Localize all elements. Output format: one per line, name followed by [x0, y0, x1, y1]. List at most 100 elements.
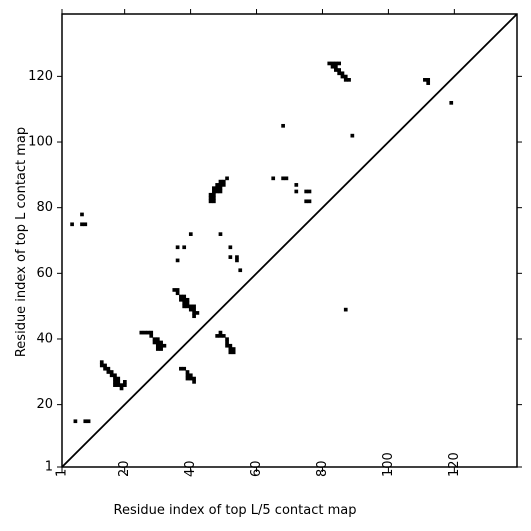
plot-frame [61, 13, 518, 468]
contact-cell-lower [113, 380, 117, 384]
contact-cell-upper [212, 196, 216, 200]
contact-cell-lower [182, 366, 187, 371]
contact-cell-lower [109, 370, 114, 374]
contact-cell-upper [294, 183, 299, 187]
contact-cell-lower [83, 419, 88, 424]
contact-cell-upper [347, 78, 351, 82]
x-tick-label: 120 [447, 452, 462, 477]
contact-cell-upper [307, 189, 312, 194]
x-tick-label: 20 [117, 460, 132, 477]
contact-cell-lower [182, 301, 187, 305]
contact-cell-upper [208, 192, 213, 197]
contact-cell-lower [99, 360, 104, 364]
x-tick-label: 100 [381, 452, 396, 477]
contact-cell-upper [218, 183, 223, 187]
contact-cell-upper [334, 64, 338, 69]
x-axis-ticks: 1 20 40 60 80 100 120 [55, 9, 462, 477]
contact-cell-lower [103, 363, 107, 368]
y-axis-label: Residue index of top L contact map [14, 127, 29, 357]
contact-cell-lower [159, 340, 163, 345]
contact-cell-upper [426, 81, 431, 85]
contact-cell-upper [307, 199, 312, 204]
contact-cell-lower [218, 330, 223, 335]
contact-cell-upper [218, 189, 223, 194]
contact-cell-upper [343, 74, 348, 79]
contact-cell-lower [155, 347, 160, 351]
x-tick-label: 1 [55, 469, 70, 477]
contact-cell-upper [182, 245, 187, 250]
contact-cell-lower [113, 383, 117, 387]
contact-cell-upper [284, 176, 289, 181]
contact-cell-upper [215, 183, 220, 187]
contact-cell-lower [231, 350, 236, 355]
contact-cells [70, 61, 454, 424]
contact-cell-lower [122, 380, 127, 384]
contact-cell-lower [179, 366, 183, 371]
contact-cell-lower [179, 297, 183, 302]
contact-cell-lower [106, 370, 111, 374]
contact-cell-upper [188, 232, 193, 236]
contact-cell-upper [426, 78, 431, 82]
contact-cell-lower [192, 380, 196, 384]
y-tick-label: 20 [36, 397, 53, 412]
y-tick-label: 80 [36, 200, 53, 215]
contact-cell-lower [155, 343, 160, 348]
contact-cell-upper [238, 268, 243, 273]
contact-cell-lower [106, 366, 111, 371]
contact-cell-lower [231, 347, 236, 351]
contact-cell-lower [116, 376, 121, 381]
contact-cell-lower [182, 297, 187, 302]
contact-cell-upper [208, 199, 213, 204]
contact-cell-lower [192, 314, 196, 319]
contact-cell-upper [221, 179, 226, 184]
contact-cell-lower [192, 376, 196, 381]
x-axis-label: Residue index of top L/5 contact map [114, 503, 357, 518]
contact-cell-upper [281, 123, 285, 128]
contact-cell-lower [185, 301, 190, 305]
contact-cell-upper [70, 222, 74, 227]
contact-cell-lower [221, 334, 226, 338]
contact-cell-upper [80, 222, 84, 227]
contact-cell-lower [218, 334, 223, 338]
x-tick-label: 40 [183, 460, 198, 477]
contact-cell-lower [155, 340, 160, 345]
contact-cell-lower [228, 347, 233, 351]
contact-cell-lower [182, 294, 187, 299]
contact-cell-lower [175, 291, 180, 296]
contact-cell-lower [159, 347, 163, 351]
contact-cell-upper [215, 189, 220, 194]
contact-cell-upper [80, 212, 84, 217]
contact-cell-lower [142, 330, 147, 335]
contact-cell-upper [175, 258, 180, 263]
contact-cell-upper [340, 71, 345, 76]
contact-cell-lower [225, 337, 229, 342]
contact-cell-lower [188, 304, 193, 309]
contact-cell-lower [182, 304, 187, 309]
contact-cell-upper [212, 186, 216, 191]
contact-cell-upper [337, 68, 342, 72]
contact-cell-lower [188, 376, 193, 381]
contact-cell-upper [218, 179, 223, 184]
contact-cell-lower [185, 370, 190, 374]
y-tick-label: 1 [45, 460, 53, 475]
contact-cell-lower [228, 350, 233, 355]
contact-cell-lower [185, 304, 190, 309]
contact-cell-lower [225, 340, 229, 345]
contact-cell-lower [188, 373, 193, 378]
contact-cell-upper [337, 71, 342, 76]
contact-cell-lower [149, 330, 154, 335]
contact-cell-upper [294, 189, 299, 194]
contact-cell-upper [334, 61, 338, 66]
contact-cell-lower [215, 334, 220, 338]
contact-cell-lower [155, 337, 160, 342]
contact-cell-lower [188, 307, 193, 312]
contact-cell-upper [304, 199, 309, 204]
contact-cell-lower [86, 419, 91, 424]
contact-cell-lower [195, 311, 200, 315]
contact-cell-lower [103, 366, 107, 371]
contact-cell-upper [225, 176, 229, 181]
contact-cell-upper [337, 61, 342, 66]
y-tick-label: 60 [36, 266, 53, 281]
